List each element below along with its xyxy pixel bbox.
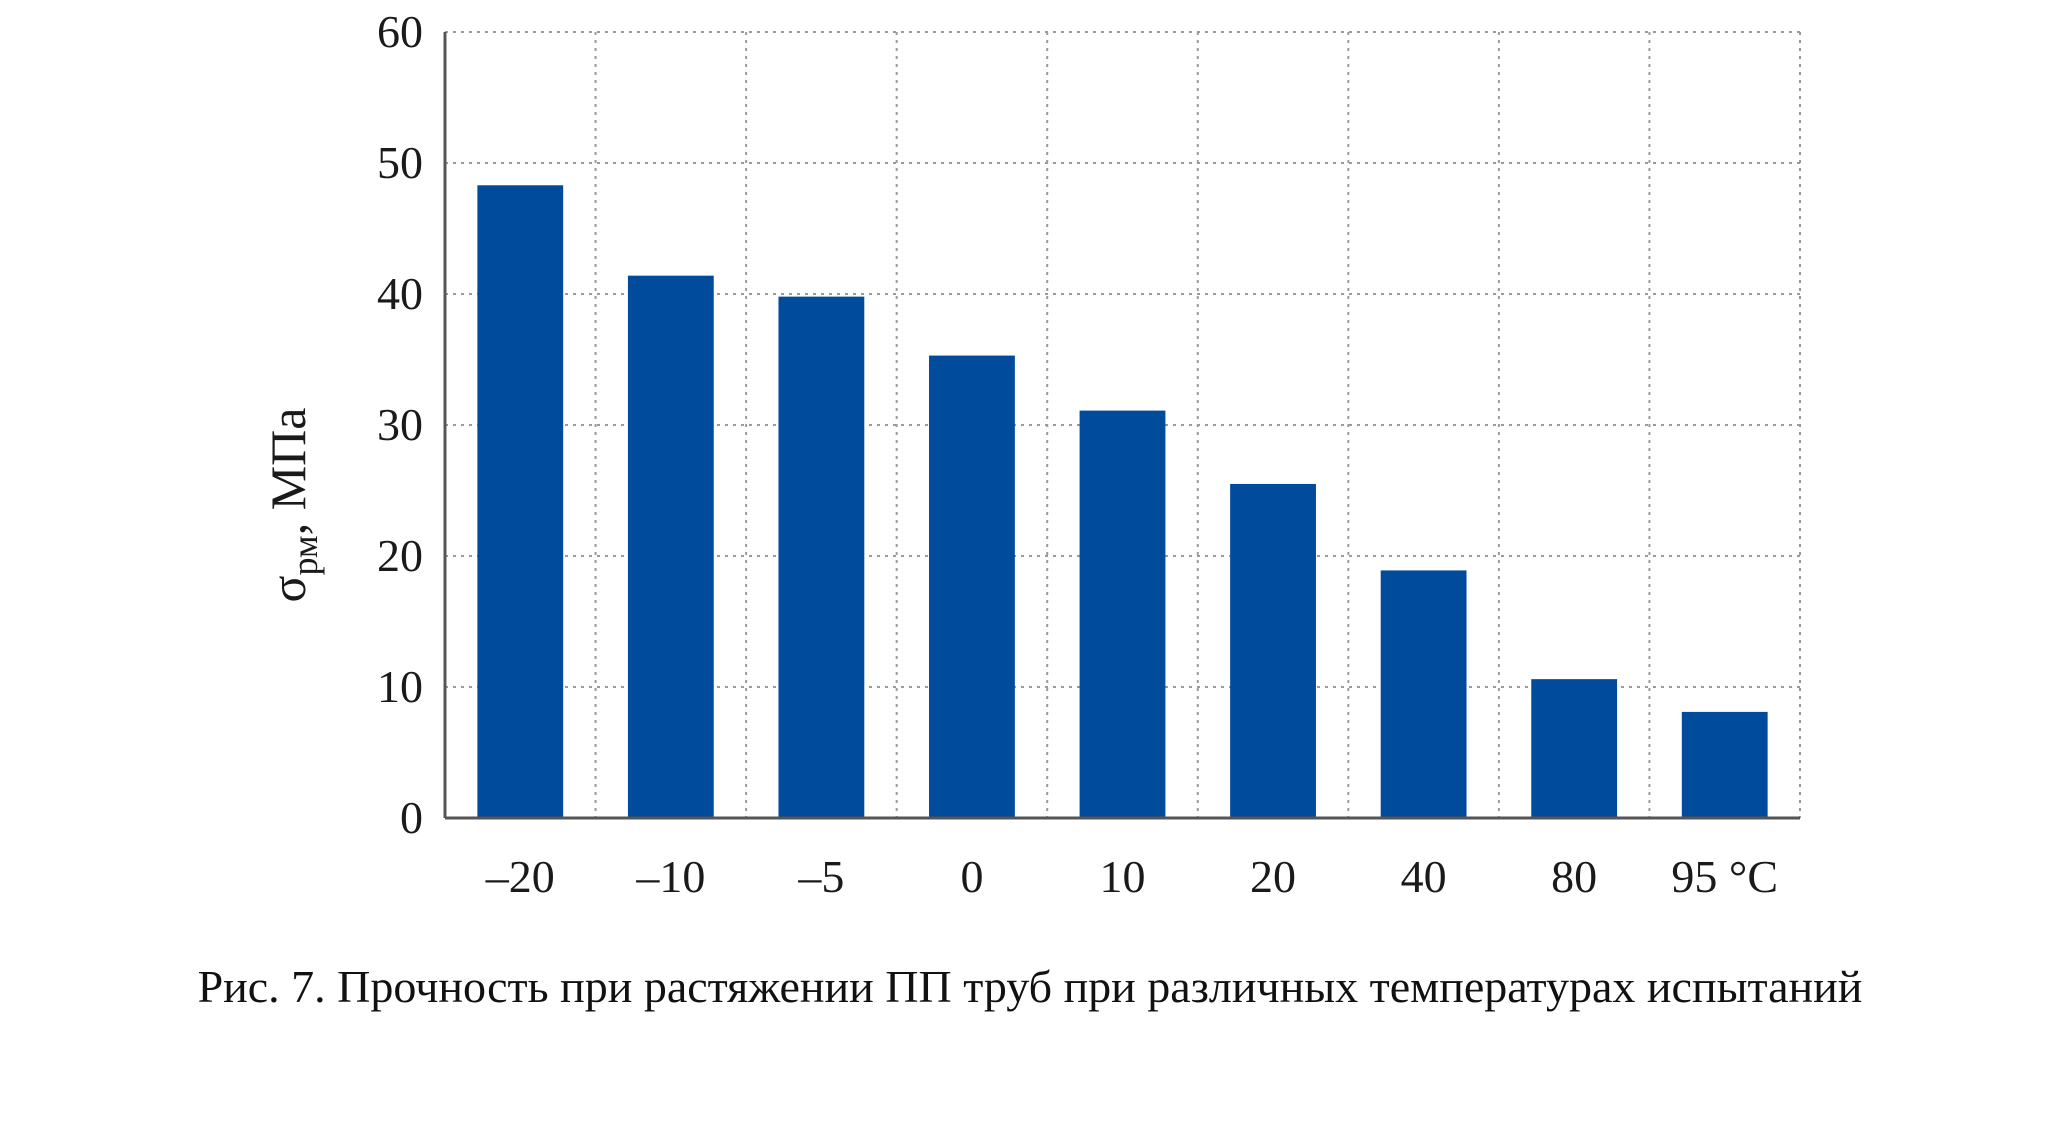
y-tick-label: 30 <box>377 399 423 450</box>
x-tick-label: 95 °C <box>1671 851 1778 902</box>
y-tick-label: 50 <box>377 137 423 188</box>
x-tick-label: 0 <box>960 851 983 902</box>
bar <box>929 355 1015 818</box>
y-tick-label: 0 <box>400 792 423 843</box>
bar <box>1681 711 1768 818</box>
y-axis-label-main: σ <box>260 575 316 602</box>
y-axis-label-unit: , МПа <box>260 408 316 536</box>
x-tick-label: –10 <box>635 851 705 902</box>
chart: 0 10 20 30 40 50 60 –20 –10 –5 0 10 20 40 80 95 °C σрм… <box>260 6 1801 902</box>
axes <box>443 32 1800 820</box>
y-tick-labels: 0 10 20 30 40 50 60 <box>377 6 423 843</box>
y-tick-label: 60 <box>377 6 423 57</box>
y-axis-label-sub: рм <box>285 535 325 575</box>
y-tick-label: 20 <box>377 530 423 581</box>
y-tick-label: 10 <box>377 661 423 712</box>
bars <box>477 185 1768 818</box>
bar <box>1079 410 1166 818</box>
bar <box>1380 570 1467 818</box>
x-tick-label: 80 <box>1551 851 1597 902</box>
bar <box>1230 483 1316 818</box>
bar <box>1531 679 1618 818</box>
y-tick-label: 40 <box>377 268 423 319</box>
x-tick-label: –20 <box>485 851 555 902</box>
x-tick-label: –5 <box>797 851 844 902</box>
figure-caption: Рис. 7. Прочность при растяжении ПП труб… <box>197 961 1863 1012</box>
x-tick-labels: –20 –10 –5 0 10 20 40 80 95 °C <box>485 851 1778 902</box>
bar <box>477 185 564 818</box>
y-axis-label: σрм, МПа <box>260 408 325 603</box>
x-tick-label: 40 <box>1401 851 1447 902</box>
x-tick-label: 10 <box>1100 851 1146 902</box>
x-tick-label: 20 <box>1250 851 1296 902</box>
bar <box>627 275 714 818</box>
bar <box>778 296 865 818</box>
